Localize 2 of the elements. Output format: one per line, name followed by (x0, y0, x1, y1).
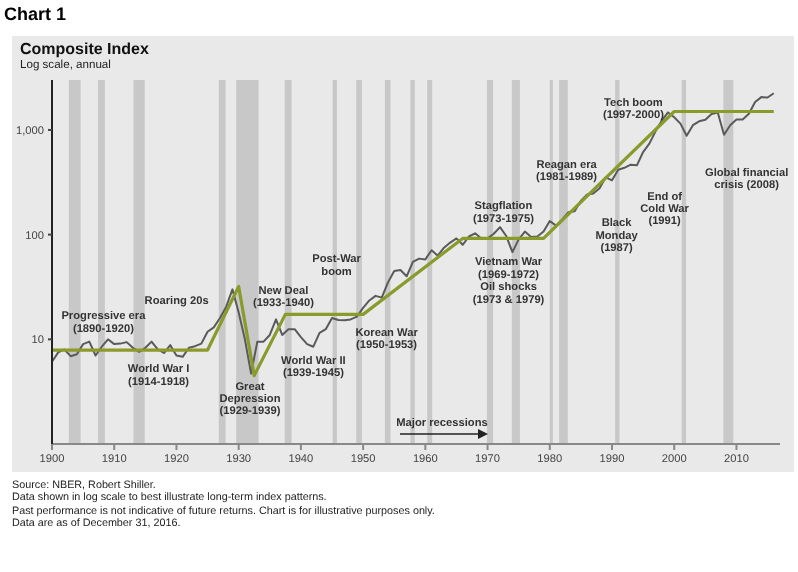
chart-subtitle: Composite Index (20, 40, 149, 58)
chart-title: Chart 1 (4, 4, 67, 24)
